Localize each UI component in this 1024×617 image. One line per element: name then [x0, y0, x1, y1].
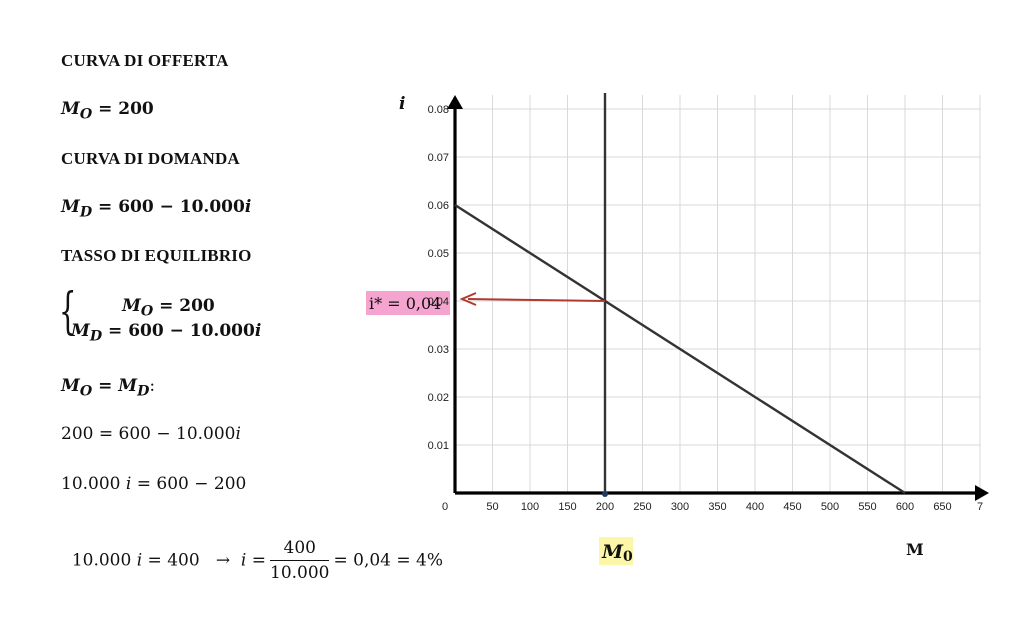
x-axis-arrow-icon [975, 485, 989, 501]
grid [455, 95, 981, 493]
demand-curve-line [454, 203, 906, 495]
i-star-label: i* = 0,04 [369, 294, 441, 313]
system-brace: { [59, 282, 77, 340]
x-tick-label: 500 [821, 501, 839, 513]
step-2: 10.000 i = 600 − 200 [61, 474, 247, 494]
system-line-supply: MO = 200 [122, 296, 215, 320]
x-tick-label: 350 [708, 501, 726, 513]
result-fraction: 400 10.000 [270, 538, 330, 583]
tick-labels: 0 50 100 150 200 250 300 350 400 450 500 550 600 650 7… [428, 104, 983, 513]
x-tick-label: 300 [671, 501, 689, 513]
x-tick-label: 100 [521, 501, 539, 513]
step-3: 10.000 i = 400 → i = 400 10.000 = 0,04 = 4% [71, 538, 444, 583]
equilibrium-condition: MO = MD: [61, 376, 156, 400]
x-tick-label: 450 [783, 501, 801, 513]
x-tick-label: 0 [442, 501, 448, 513]
x-tick-label: 600 [896, 501, 914, 513]
y-axis-label: i [399, 94, 405, 114]
y-tick-label: 0.05 [428, 248, 449, 260]
y-tick-label: 0.03 [428, 344, 449, 356]
demand-equation: MD = 600 − 10.000i [61, 197, 252, 221]
y-axis-arrow-icon [447, 95, 463, 109]
x-tick-label: 150 [558, 501, 576, 513]
y-tick-label: 0.08 [428, 104, 449, 116]
axes [447, 95, 989, 501]
y-tick-label: 0.07 [428, 152, 449, 164]
system-line-demand: MD = 600 − 10.000i [71, 321, 262, 345]
supply-equation: MO = 200 [61, 99, 154, 123]
y-tick-label: 0.02 [428, 392, 449, 404]
i-star-highlight [366, 291, 450, 315]
y-tick-label: 0.06 [428, 200, 449, 212]
x-tick-label: 400 [746, 501, 764, 513]
demand-curve-heading: CURVA DI DOMANDA [61, 149, 240, 168]
m0-highlight [599, 537, 633, 565]
annotations: i M i* = 0,04 M0 [369, 94, 924, 565]
supply-curve-heading: CURVA DI OFFERTA [61, 51, 229, 70]
x-tick-label: 250 [633, 501, 651, 513]
step-1: 200 = 600 − 10.000i [61, 424, 241, 444]
x-tick-label: 7 [977, 501, 983, 513]
arrow-head-icon [459, 292, 477, 306]
x-tick-label: 200 [596, 501, 614, 513]
y-tick-label: 0.01 [428, 440, 449, 452]
x-tick-label: 550 [858, 501, 876, 513]
equilibrium-arrow [467, 298, 606, 302]
x-tick-label: 650 [933, 501, 951, 513]
series [454, 93, 906, 495]
y-tick-label: 0.04 [428, 296, 449, 308]
m0-label: M0 [601, 541, 633, 565]
x-axis-label: M [906, 540, 924, 559]
x-tick-label: 50 [486, 501, 498, 513]
equilibrium-heading: TASSO DI EQUILIBRIO [61, 246, 252, 265]
m0-point-marker [602, 491, 608, 497]
